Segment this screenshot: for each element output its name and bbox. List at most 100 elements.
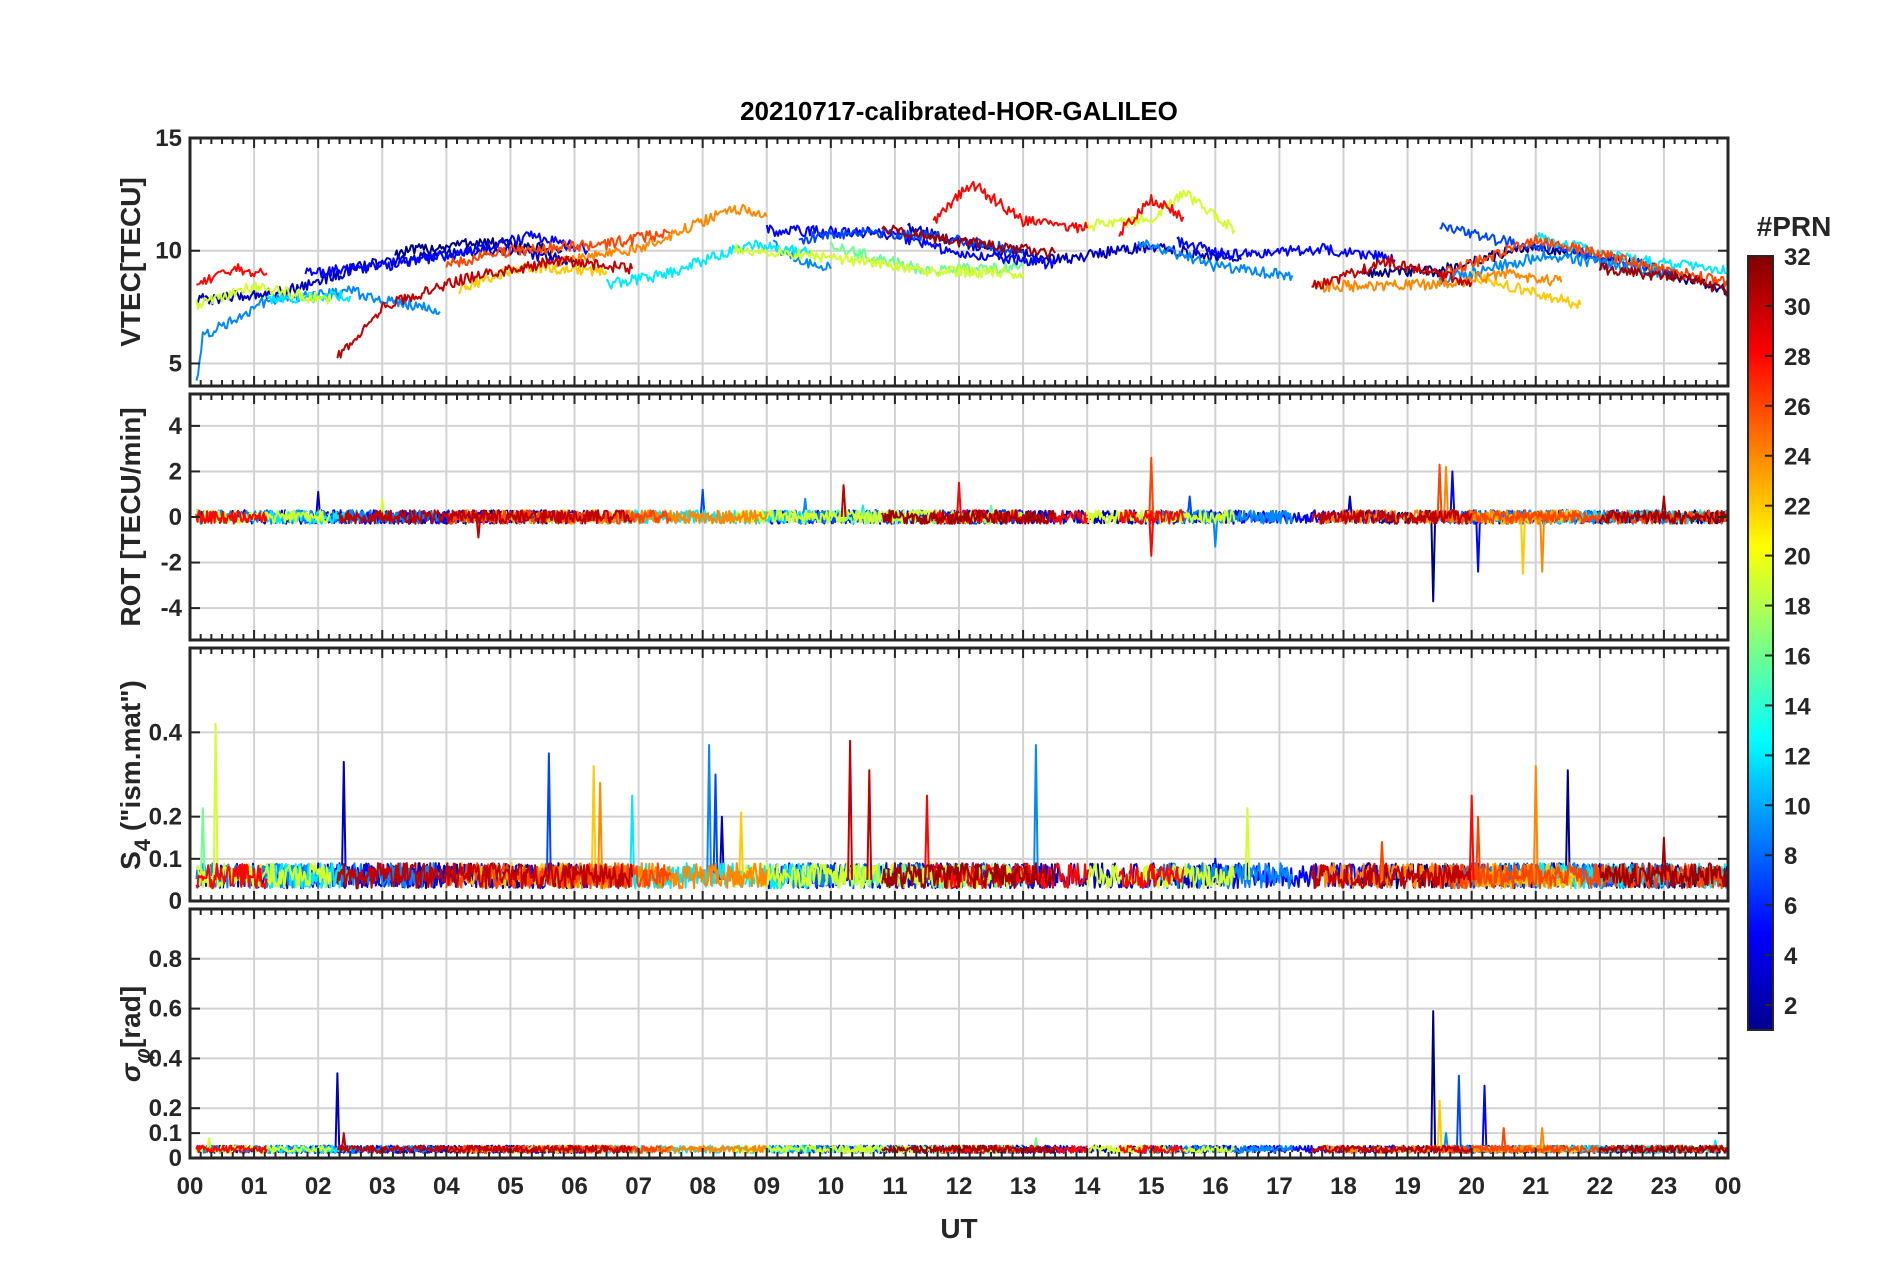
- x-tick-label: 22: [1586, 1173, 1613, 1200]
- colorbar-tick-label: 30: [1784, 294, 1811, 321]
- series-rot-prn-30: [337, 484, 1473, 539]
- x-tick-label: 21: [1522, 1173, 1549, 1200]
- panel-sigma-ticks: [189, 909, 1729, 1159]
- panel-rot-ticks: [189, 394, 1729, 640]
- colorbar-tick-label: 2: [1784, 993, 1797, 1020]
- colorbar-tick-label: 28: [1784, 344, 1811, 371]
- panel-sigma-grid: [190, 909, 1728, 1158]
- y-tick-label: 0: [169, 504, 182, 531]
- y-tick-label: 10: [155, 238, 182, 265]
- y-tick-label: 0.8: [149, 946, 182, 973]
- y-tick-label: 15: [155, 125, 182, 152]
- series-rot-prn-31: [881, 495, 1728, 525]
- colorbar-tick-label: 20: [1784, 544, 1811, 571]
- panel-s4-traces: [195, 722, 1728, 890]
- x-tick-label: 20: [1458, 1173, 1485, 1200]
- y-tick-label: -4: [161, 595, 183, 622]
- series-s4-prn-28: [195, 794, 1475, 890]
- y-axis-label-vtec: VTEC[TECU]: [115, 177, 146, 347]
- x-tick-label: 18: [1330, 1173, 1357, 1200]
- series-vtec-prn-16: [830, 241, 1024, 277]
- y-tick-label: -2: [161, 550, 182, 577]
- series-sigma-prn-30: [337, 1132, 1473, 1154]
- x-tick-label: 14: [1074, 1173, 1101, 1200]
- series-sigma-prn-31: [881, 1144, 1728, 1154]
- panel-s4: 00.10.20.4S4 ("ism.mat"): [115, 646, 1730, 915]
- colorbar-tick-label: 32: [1784, 244, 1811, 271]
- colorbar-gradient: [1747, 255, 1774, 1031]
- colorbar-tick-label: 8: [1784, 843, 1797, 870]
- series-sigma-prn-19: [195, 1137, 1236, 1154]
- y-tick-label: 0.2: [149, 804, 182, 831]
- y-tick-label: 0.4: [149, 719, 183, 746]
- x-tick-label: 23: [1651, 1173, 1678, 1200]
- series-vtec-prn-30: [336, 255, 1473, 359]
- series-rot-prn-19: [195, 497, 1236, 525]
- series-vtec-prn-19: [195, 189, 1236, 311]
- x-tick-label: 00: [177, 1173, 204, 1200]
- x-tick-label: 05: [497, 1173, 524, 1200]
- y-tick-label: 0.2: [149, 1095, 182, 1122]
- y-axis-label-rest: ("ism.mat"): [115, 680, 146, 839]
- x-tick-label: 03: [369, 1173, 396, 1200]
- x-tick-label: 01: [241, 1173, 268, 1200]
- x-tick-label: 09: [753, 1173, 780, 1200]
- colorbar-tick-label: 6: [1784, 893, 1797, 920]
- y-tick-label: 4: [169, 413, 183, 440]
- y-axis-label-main: σ: [115, 1062, 146, 1082]
- y-axis-label-main: S: [115, 851, 146, 870]
- x-tick-label: 19: [1394, 1173, 1421, 1200]
- y-axis-label-subscript: φ: [130, 1048, 155, 1063]
- colorbar-tick-label: 26: [1784, 394, 1811, 421]
- panel-rot: -4 -2 0 2 4 ROT [TECU/min]: [115, 392, 1730, 642]
- colorbar-tick-label: 22: [1784, 494, 1811, 521]
- y-tick-label: 0: [169, 1145, 182, 1172]
- x-tick-label: 00: [1715, 1173, 1742, 1200]
- panel-s4-ticks: [189, 648, 1729, 902]
- panel-sigma: 00.10.2 0.4 0.6 0.8 σφ[rad]: [115, 907, 1730, 1172]
- panel-vtec-ticks: [189, 137, 1729, 386]
- x-axis-label: UT: [940, 1213, 977, 1244]
- x-tick-label: 02: [305, 1173, 332, 1200]
- x-tick-label: 08: [689, 1173, 716, 1200]
- series-rot-prn-24: [554, 465, 1563, 573]
- series-s4-prn-31: [881, 836, 1728, 890]
- series-vtec-prn-31: [881, 224, 1728, 297]
- colorbar-tick-label: 18: [1784, 594, 1811, 621]
- panel-vtec-traces: [195, 180, 1728, 381]
- series-vtec-prn-28: [196, 180, 1185, 286]
- colorbar-tick-label: 10: [1784, 793, 1811, 820]
- y-tick-label: 0.4: [149, 1045, 183, 1072]
- colorbar-label: #PRN: [1757, 211, 1832, 242]
- series-vtec-prn-24: [554, 203, 1563, 293]
- series-s4-prn-16: [199, 807, 1025, 890]
- panel-s4-grid: [190, 648, 1728, 901]
- series-s4-prn-30: [336, 739, 1473, 890]
- x-tick-label: 10: [817, 1173, 844, 1200]
- x-tick-label: 16: [1202, 1173, 1229, 1200]
- y-axis-label-rot: ROT [TECU/min]: [115, 407, 146, 626]
- series-vtec-prn-22: [458, 261, 1582, 310]
- y-tick-label: 0.1: [149, 846, 182, 873]
- series-vtec-prn-26: [445, 228, 1728, 288]
- x-tick-label: 15: [1138, 1173, 1165, 1200]
- y-tick-label: 0.1: [149, 1120, 182, 1147]
- y-tick-label: 5: [169, 350, 182, 377]
- panel-vtec: 5 10 15 VTEC[TECU]: [115, 125, 1730, 388]
- x-tick-label: 07: [625, 1173, 652, 1200]
- panel-rot-traces: [195, 456, 1728, 603]
- x-tick-label: 11: [882, 1173, 907, 1200]
- series-sigma-prn-28: [195, 1144, 1184, 1154]
- y-axis-label-s4: S4 ("ism.mat"): [115, 680, 155, 870]
- y-axis-label-subscript: 4: [130, 838, 155, 851]
- chart-title: 20210717-calibrated-HOR-GALILEO: [740, 96, 1178, 126]
- colorbar-tick-label: 4: [1784, 943, 1798, 970]
- x-tick-label: 13: [1010, 1173, 1037, 1200]
- y-axis-label-rest: [rad]: [115, 986, 146, 1048]
- x-tick-label: 12: [946, 1173, 973, 1200]
- y-tick-label: 2: [169, 458, 182, 485]
- x-tick-label: 17: [1266, 1173, 1293, 1200]
- colorbar-tick-label: 16: [1784, 643, 1811, 670]
